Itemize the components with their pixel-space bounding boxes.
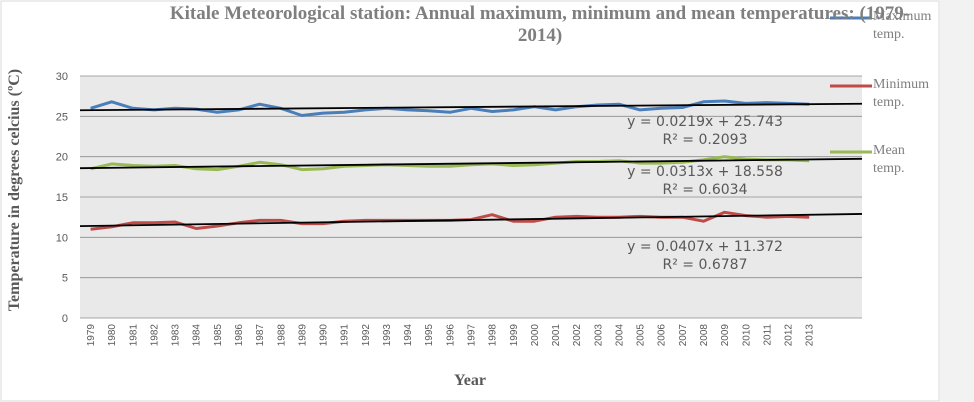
x-tick-label: 1982 <box>149 324 160 347</box>
x-tick-label: 1991 <box>340 324 351 347</box>
x-tick-label: 1990 <box>319 324 330 347</box>
trendline <box>79 102 863 112</box>
page-margin <box>940 0 974 402</box>
x-tick-label: 1993 <box>382 324 393 347</box>
y-tick-label: 25 <box>56 111 68 123</box>
y-tick-label: 30 <box>56 71 68 83</box>
trend-equation: y = 0.0407x + 11.372 <box>627 239 783 255</box>
y-axis-title: Temperature in degrees celcius (ºC) <box>6 68 23 312</box>
legend-label: Minimum temp. <box>873 77 930 110</box>
trend-r2: R² = 0.2093 <box>663 132 748 148</box>
trendline <box>79 157 863 170</box>
x-tick-label: 1997 <box>467 324 478 347</box>
x-tick-label: 2001 <box>551 324 562 347</box>
x-tick-label: 1979 <box>86 324 97 347</box>
legend-label: Maximum temp. <box>873 9 932 42</box>
x-tick-label: 1985 <box>213 324 224 347</box>
legend-label: Mean temp. <box>873 143 905 176</box>
x-tick-label: 1984 <box>192 324 203 347</box>
x-tick-label: 1983 <box>171 324 182 347</box>
x-tick-label: 2010 <box>741 324 752 347</box>
x-tick-label: 2008 <box>699 324 710 347</box>
x-tick-label: 2005 <box>636 324 647 347</box>
trend-equation: y = 0.0219x + 25.743 <box>627 114 783 130</box>
x-tick-label: 2002 <box>572 324 583 347</box>
x-tick-label: 1986 <box>234 324 245 347</box>
x-tick-label: 2007 <box>678 324 689 347</box>
y-tick-label: 0 <box>62 313 68 325</box>
x-tick-label: 1996 <box>445 324 456 347</box>
x-tick-label: 2012 <box>784 324 795 347</box>
chart-title: Kitale Meteorological station: Annual ma… <box>169 3 911 46</box>
trend-equation: y = 0.0313x + 18.558 <box>627 164 783 180</box>
x-tick-label: 1988 <box>276 324 287 347</box>
x-tick-label: 1981 <box>128 324 139 347</box>
trend-r2: R² = 0.6787 <box>663 257 748 273</box>
x-tick-label: 1999 <box>509 324 520 347</box>
x-tick-label: 1980 <box>107 324 118 347</box>
chart-border <box>0 0 940 402</box>
x-tick-label: 2006 <box>657 324 668 347</box>
y-tick-label: 5 <box>62 273 68 285</box>
x-tick-label: 2013 <box>805 324 816 347</box>
y-tick-label: 20 <box>56 152 68 164</box>
x-tick-label: 1994 <box>403 324 414 347</box>
y-tick-label: 10 <box>56 232 68 244</box>
x-tick-label: 2003 <box>593 324 604 347</box>
x-tick-label: 1992 <box>361 324 372 347</box>
x-axis-title: Year <box>454 372 486 389</box>
x-tick-label: 2009 <box>720 324 731 347</box>
x-tick-label: 1989 <box>297 324 308 347</box>
x-tick-label: 1987 <box>255 324 266 347</box>
x-tick-label: 2011 <box>762 324 773 346</box>
x-tick-label: 1998 <box>488 324 499 347</box>
y-tick-label: 15 <box>56 192 68 204</box>
x-tick-label: 2000 <box>530 324 541 347</box>
trend-r2: R² = 0.6034 <box>663 182 748 198</box>
x-tick-label: 2004 <box>614 324 625 347</box>
x-tick-label: 1995 <box>424 324 435 347</box>
trendline <box>79 213 863 228</box>
